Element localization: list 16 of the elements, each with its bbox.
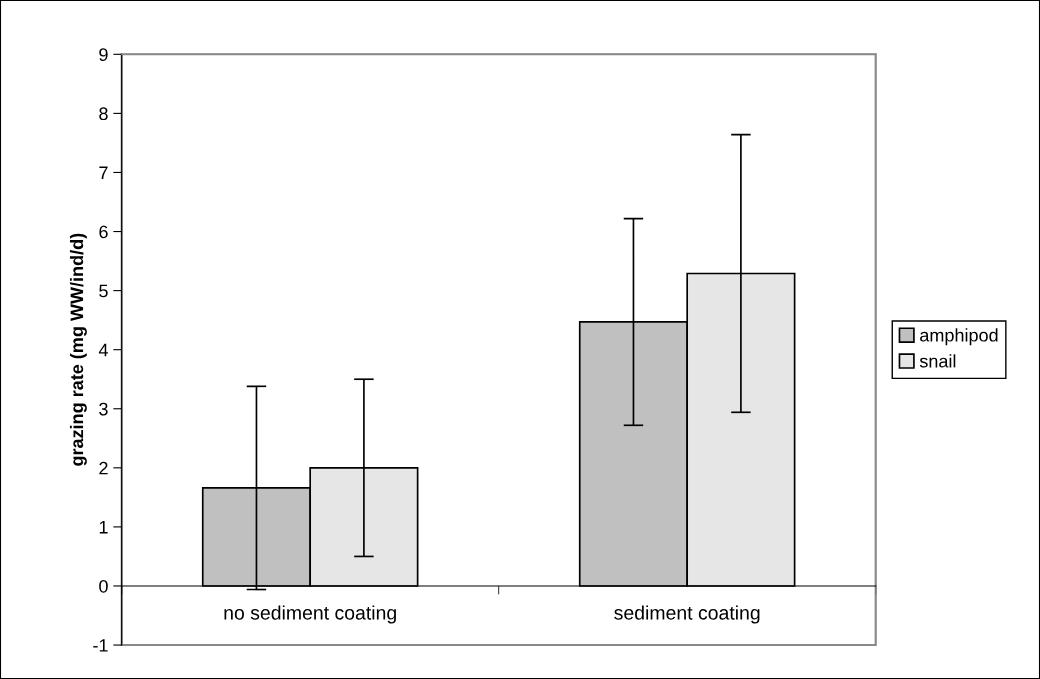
y-tick-label: 0 bbox=[99, 579, 108, 593]
y-tick-label: 3 bbox=[99, 402, 108, 416]
y-tick-label: 5 bbox=[99, 284, 108, 298]
y-tick-label: 4 bbox=[98, 343, 108, 357]
x-tick-label: sediment coating bbox=[614, 605, 760, 624]
y-tick-label: 2 bbox=[99, 461, 108, 475]
legend-label: amphipod bbox=[920, 328, 998, 346]
y-tick-label: 9 bbox=[99, 48, 108, 62]
y-tick-label: -1 bbox=[93, 639, 108, 652]
y-tick-label: 8 bbox=[99, 107, 108, 121]
y-tick-label: 7 bbox=[99, 166, 108, 180]
legend-label: snail bbox=[919, 354, 956, 368]
y-axis-title: grazing rate (mg WW/ind/d) bbox=[69, 233, 87, 466]
y-tick-label: 1 bbox=[99, 521, 108, 534]
y-tick-label: 6 bbox=[99, 225, 108, 239]
x-tick-label: no sediment coating bbox=[224, 605, 396, 624]
